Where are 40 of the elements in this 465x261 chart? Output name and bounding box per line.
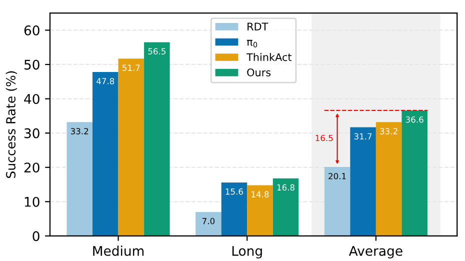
y-tick-label: 40 [24,94,40,104]
bar [66,122,92,236]
bar [376,122,402,236]
data-label: 33.2 [70,128,88,134]
legend-label: π$_{0}$ [246,40,258,48]
annotation: 16.5 [316,134,333,142]
bar [350,127,376,236]
data-label: 7.0 [202,218,215,224]
data-label: 16.8 [277,184,294,191]
legend-label: RDT [248,22,268,30]
bar [196,212,222,236]
x-tick-label: Medium [93,246,144,256]
data-label: 47.8 [96,78,114,84]
y-axis-title: Success Rate (%) [6,71,17,178]
bar [324,167,350,236]
data-label: 36.6 [406,116,424,123]
bar [272,178,299,236]
data-label: 51.7 [122,64,140,71]
data-label: 14.8 [252,191,269,198]
data-label: 56.5 [148,48,166,54]
data-label: 33.2 [380,128,398,134]
bar [402,110,428,236]
data-label: 20.1 [328,172,346,180]
y-tick-label: 0 [32,231,40,242]
y-tick-label: 30 [24,128,40,138]
y-tick-label: 50 [24,60,40,70]
data-label: 15.6 [226,188,243,195]
y-tick-label: 10 [24,196,40,207]
x-tick-label: Average [348,246,402,258]
bar [144,42,170,236]
bar [118,58,144,236]
legend-label: Ours [247,68,271,76]
y-tick-label: 60 [24,25,40,36]
x-tick-label: Long [232,246,262,258]
legend-label: ThinkAct [246,53,292,62]
y-tick-label: 20 [24,162,40,173]
bar [92,72,118,236]
bar [247,185,273,236]
data-label: 31.7 [354,133,372,140]
bar [221,182,248,236]
